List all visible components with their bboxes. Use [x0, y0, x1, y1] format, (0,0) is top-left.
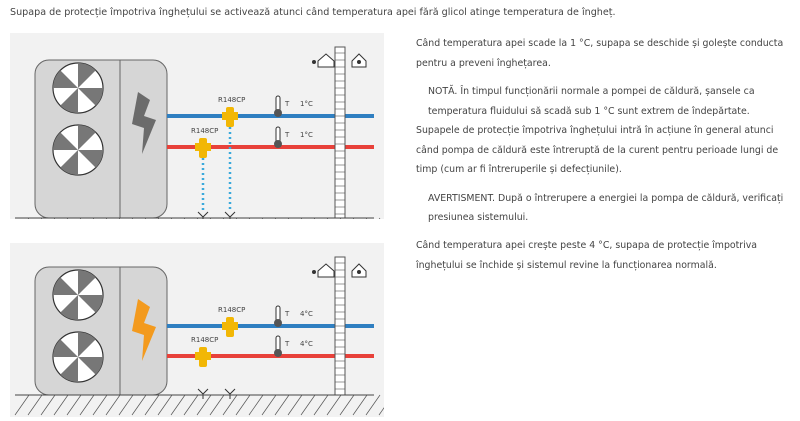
thermometer-icon: [274, 126, 282, 148]
intro-text: Supapa de protecție împotriva înghețului…: [10, 7, 616, 18]
wall: [334, 46, 346, 219]
valve-label: R148CP: [218, 96, 245, 104]
warning-paragraph: AVERTISMENT. După o întrerupere a energi…: [428, 192, 784, 224]
temp-readout: 4°C: [300, 310, 313, 318]
temp-readout: 1°C: [300, 131, 313, 139]
paragraph: Supapele de protecție împotriva înghețul…: [416, 125, 779, 175]
paragraph: Când temperatura apei scade la 1 °C, sup…: [416, 38, 784, 69]
valve-icon: [222, 107, 238, 127]
fan-icon: [52, 62, 104, 114]
thermometer-icon: [274, 335, 282, 357]
temp-readout: 1°C: [300, 100, 313, 108]
paragraph: Când temperatura apei crește peste 4 °C,…: [416, 240, 758, 271]
thermometer-icon: [274, 95, 282, 117]
fan-icon: [52, 124, 104, 176]
valve-label: R148CP: [218, 306, 245, 314]
fan-icon: [52, 331, 104, 383]
diagram-svg: R148CP R148CP T 4°C T 4°C: [14, 256, 394, 416]
valve-icon: [222, 317, 238, 337]
drain-icon: [197, 388, 236, 399]
diagram-svg: R148CP R148CP T 1°C T 1°C: [14, 46, 394, 239]
svg-text:T: T: [284, 100, 290, 108]
lightning-icon: [132, 299, 156, 361]
fan-icon: [52, 269, 104, 321]
diagram-normal: R148CP R148CP T 4°C T 4°C: [10, 243, 394, 417]
valve-icon: [195, 138, 211, 158]
outdoor-house-icon: [317, 263, 335, 278]
temp-readout: 4°C: [300, 340, 313, 348]
svg-text:T: T: [284, 131, 290, 139]
valve-label: R148CP: [191, 336, 218, 344]
svg-text:T: T: [284, 340, 290, 348]
lightning-icon: [132, 92, 156, 154]
outdoor-house-icon: [317, 53, 335, 68]
note-paragraph: NOTĂ. În timpul funcționării normale a p…: [428, 86, 755, 117]
valve-icon: [195, 347, 211, 367]
svg-text:T: T: [284, 310, 290, 318]
description-freezing: Când temperatura apei scade la 1 °C, sup…: [416, 34, 796, 228]
diagram-freezing: R148CP R148CP T 1°C T 1°C: [10, 33, 394, 239]
description-normal: Când temperatura apei crește peste 4 °C,…: [416, 236, 796, 275]
thermometer-icon: [274, 305, 282, 327]
valve-label: R148CP: [191, 127, 218, 135]
